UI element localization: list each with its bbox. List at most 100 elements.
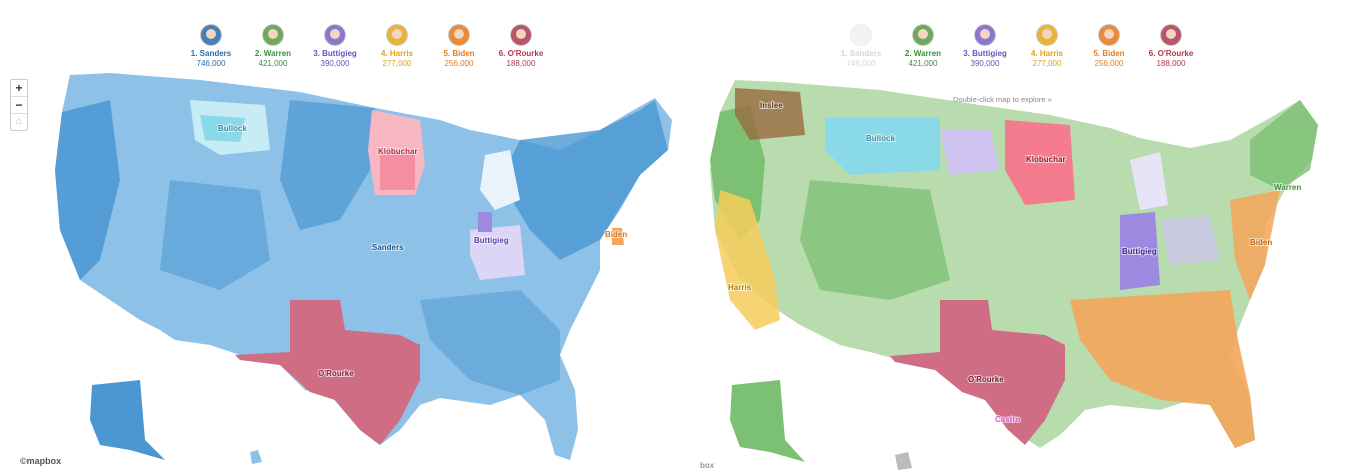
candidate-name: 3. Buttigieg (963, 49, 1007, 58)
avatar (324, 24, 346, 46)
candidate-orourke[interactable]: 6. O'Rourke 188,000 (1140, 24, 1202, 68)
label-sanders: Sanders (372, 243, 404, 252)
home-icon[interactable]: ⌂ (15, 116, 23, 127)
avatar (1160, 24, 1182, 46)
label-biden: Biden (1250, 238, 1272, 247)
candidate-name: 1. Sanders (840, 49, 882, 58)
inslee-region (735, 88, 805, 140)
zoom-in-button[interactable]: + (11, 80, 27, 97)
label-bullock: Bullock (866, 134, 895, 143)
sanders-dark-center (280, 100, 375, 230)
avatar (912, 24, 934, 46)
klobuchar-core (380, 150, 415, 190)
avatar (448, 24, 470, 46)
bullock-core (200, 115, 245, 142)
candidate-biden[interactable]: 5. Biden 256,000 (1078, 24, 1140, 68)
biden-south (1070, 290, 1255, 448)
sanders-dark-south (420, 290, 560, 395)
avatar (850, 24, 872, 46)
mapbox-attribution[interactable]: box (700, 461, 715, 470)
candidate-warren[interactable]: 2. Warren 421,000 (892, 24, 954, 68)
buttigieg-indiana (1120, 212, 1160, 290)
candidate-harris[interactable]: 4. Harris 277,000 (1016, 24, 1078, 68)
candidate-votes: 746,000 (846, 59, 876, 68)
mapbox-attribution[interactable]: ©mapbox (20, 456, 62, 466)
label-castro: Castro (995, 415, 1020, 424)
label-klobuchar: Klobuchar (378, 147, 418, 156)
candidate-votes: 421,000 (258, 59, 288, 68)
biden-spot (612, 228, 624, 245)
buttigieg-michigan (1130, 152, 1168, 210)
candidate-orourke[interactable]: 6. O'Rourke 188,000 (490, 24, 552, 68)
left-candidate-legend: 1. Sanders 746,000 2. Warren 421,000 3. … (180, 24, 552, 68)
right-map-panel: Inslee Bullock Klobuchar Warren Buttigie… (690, 0, 1358, 476)
sanders-dark-west (55, 100, 120, 280)
candidate-votes: 256,000 (444, 59, 474, 68)
candidate-votes: 277,000 (1032, 59, 1062, 68)
label-harris: Harris (728, 283, 752, 292)
label-warren: Warren (1274, 183, 1301, 192)
candidate-name: 6. O'Rourke (498, 49, 544, 58)
sanders-dark-east (500, 100, 668, 260)
left-map-panel: Bullock Klobuchar Sanders Buttigieg Bide… (0, 0, 690, 476)
label-orourke: O'Rourke (318, 369, 354, 378)
candidate-votes: 390,000 (970, 59, 1000, 68)
candidate-harris[interactable]: 4. Harris 277,000 (366, 24, 428, 68)
avatar (200, 24, 222, 46)
warren-northeast (1250, 100, 1318, 190)
label-klobuchar: Klobuchar (1026, 155, 1066, 164)
label-bullock: Bullock (218, 124, 247, 133)
bullock-region (825, 118, 940, 175)
label-buttigieg: Buttigieg (474, 236, 509, 245)
hawaii-shape (250, 450, 262, 464)
candidate-name: 5. Biden (1093, 49, 1125, 58)
candidate-buttigieg[interactable]: 3. Buttigieg 390,000 (954, 24, 1016, 68)
explore-hint[interactable]: Double-click map to explore » (953, 95, 1052, 104)
candidate-sanders[interactable]: 1. Sanders 746,000 (180, 24, 242, 68)
map-zoom-controls: + − ⌂ (10, 79, 28, 131)
klobuchar-region (1005, 120, 1075, 205)
alaska-shape (90, 380, 165, 460)
candidate-name: 5. Biden (443, 49, 475, 58)
candidate-votes: 188,000 (506, 59, 536, 68)
warren-center (800, 180, 950, 300)
avatar (262, 24, 284, 46)
label-inslee: Inslee (760, 101, 783, 110)
buttigieg-region (470, 225, 525, 280)
right-candidate-legend: 1. Sanders 746,000 2. Warren 421,000 3. … (830, 24, 1202, 68)
candidate-name: 6. O'Rourke (1148, 49, 1194, 58)
right-map[interactable]: Inslee Bullock Klobuchar Warren Buttigie… (690, 0, 1358, 476)
michigan-light (480, 150, 520, 210)
label-biden: Biden (605, 230, 627, 239)
candidate-name: 2. Warren (904, 49, 942, 58)
left-map[interactable]: Bullock Klobuchar Sanders Buttigieg Bide… (0, 0, 690, 476)
candidate-votes: 256,000 (1094, 59, 1124, 68)
avatar (1098, 24, 1120, 46)
avatar (386, 24, 408, 46)
candidate-warren[interactable]: 2. Warren 421,000 (242, 24, 304, 68)
label-orourke: O'Rourke (968, 375, 1004, 384)
sanders-dark-mid (160, 180, 270, 290)
biden-east (1230, 190, 1280, 300)
buttigieg-core (478, 212, 492, 232)
candidate-name: 3. Buttigieg (313, 49, 357, 58)
orourke-texas (235, 300, 420, 445)
candidate-sanders[interactable]: 1. Sanders 746,000 (830, 24, 892, 68)
candidate-name: 1. Sanders (190, 49, 232, 58)
orourke-texas (890, 300, 1065, 445)
candidate-buttigieg[interactable]: 3. Buttigieg 390,000 (304, 24, 366, 68)
candidate-votes: 746,000 (196, 59, 226, 68)
candidate-votes: 277,000 (382, 59, 412, 68)
candidate-name: 2. Warren (254, 49, 292, 58)
avatar (974, 24, 996, 46)
hawaii-shape (895, 452, 912, 470)
candidate-biden[interactable]: 5. Biden 256,000 (428, 24, 490, 68)
candidate-votes: 421,000 (908, 59, 938, 68)
harris-region (715, 190, 780, 330)
avatar (510, 24, 532, 46)
buttigieg-scatter (1160, 215, 1220, 265)
candidate-name: 4. Harris (1030, 49, 1064, 58)
zoom-out-button[interactable]: − (11, 97, 27, 114)
florida-shape (520, 390, 578, 460)
label-buttigieg: Buttigieg (1122, 247, 1157, 256)
